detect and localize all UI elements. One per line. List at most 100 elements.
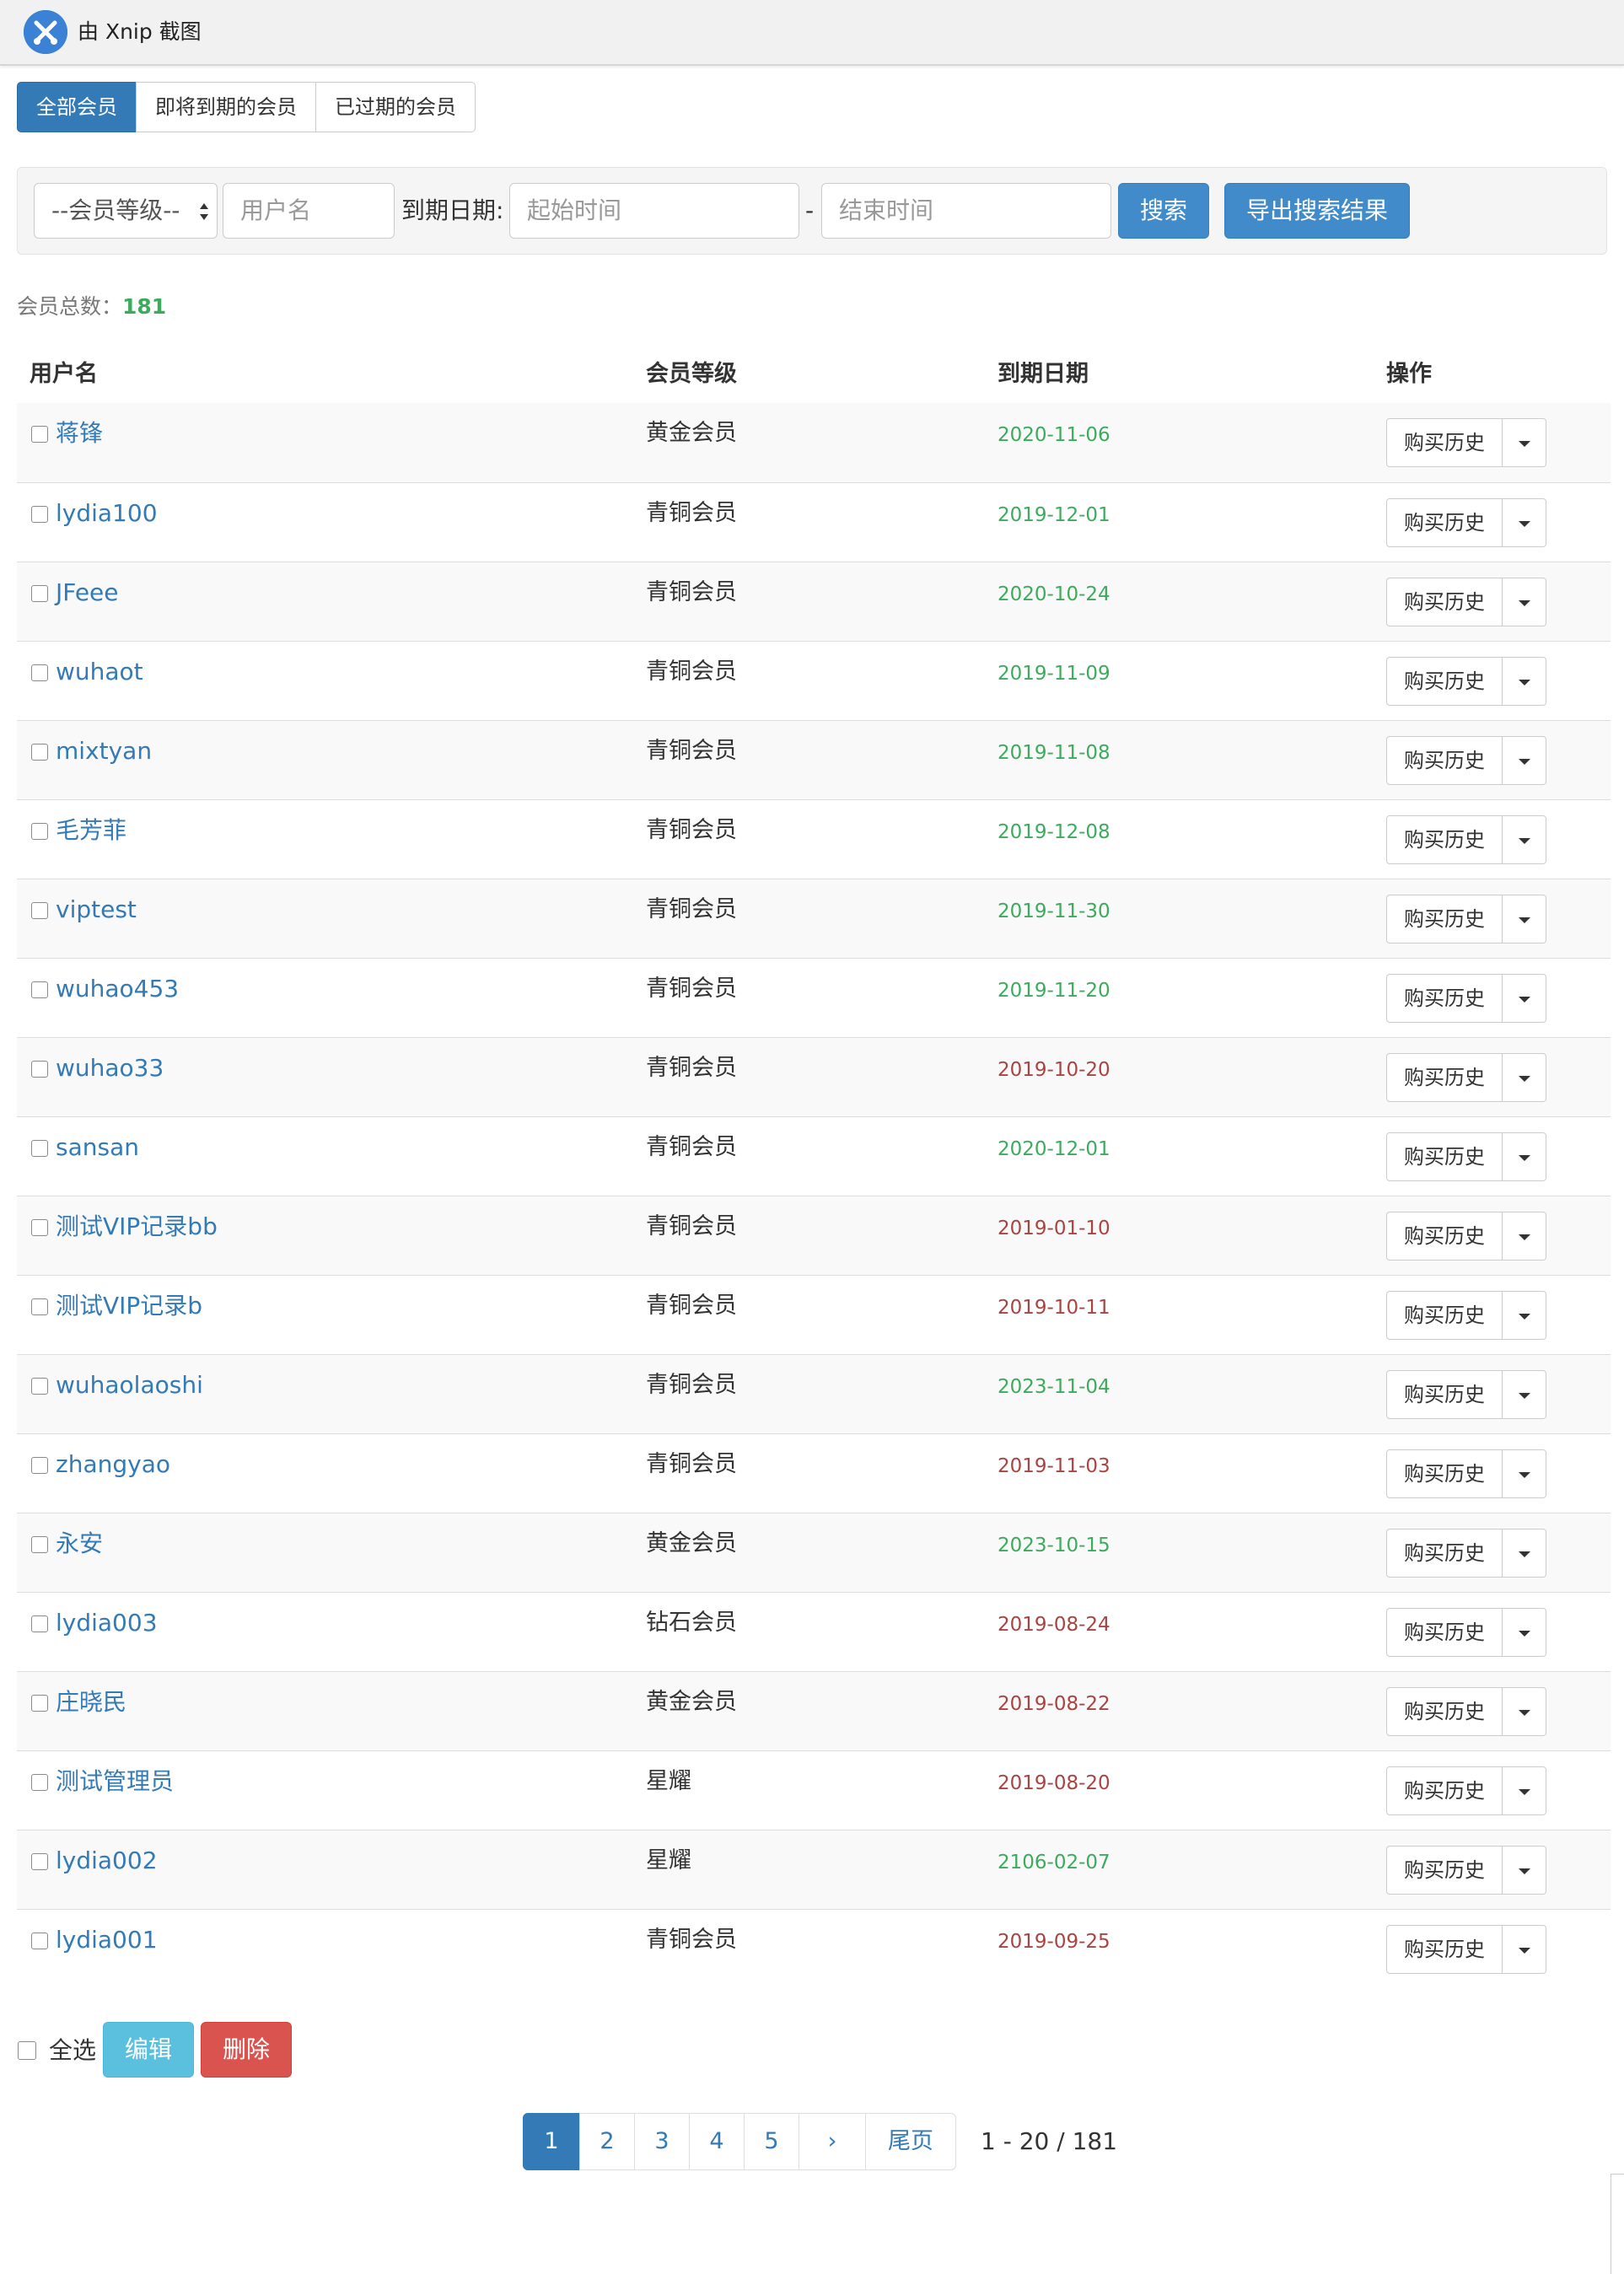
caret-down-icon[interactable]: [1503, 1608, 1546, 1657]
username-link[interactable]: wuhao33: [56, 1054, 164, 1082]
purchase-history-button[interactable]: 购买历史: [1386, 418, 1503, 467]
caret-down-icon[interactable]: [1503, 974, 1546, 1023]
username-link[interactable]: 测试VIP记录b: [56, 1292, 203, 1320]
page-5-button[interactable]: 5: [744, 2113, 799, 2170]
row-checkbox[interactable]: [31, 902, 48, 919]
purchase-history-button[interactable]: 购买历史: [1386, 1291, 1503, 1340]
caret-down-icon[interactable]: [1503, 1846, 1546, 1895]
select-all-checkbox[interactable]: [18, 2041, 36, 2060]
username-link[interactable]: lydia002: [56, 1847, 158, 1874]
caret-down-icon[interactable]: [1503, 815, 1546, 864]
caret-down-icon[interactable]: [1503, 657, 1546, 706]
caret-down-icon[interactable]: [1503, 1291, 1546, 1340]
tab-expiring-members[interactable]: 即将到期的会员: [136, 82, 316, 132]
purchase-history-button[interactable]: 购买历史: [1386, 895, 1503, 943]
purchase-history-button[interactable]: 购买历史: [1386, 1212, 1503, 1261]
purchase-history-button[interactable]: 购买历史: [1386, 1132, 1503, 1181]
end-date-input[interactable]: 结束时间: [821, 183, 1111, 239]
caret-down-icon[interactable]: [1503, 498, 1546, 547]
row-checkbox[interactable]: [31, 1298, 48, 1315]
row-checkbox[interactable]: [31, 664, 48, 681]
username-link[interactable]: sansan: [56, 1133, 139, 1161]
caret-down-icon[interactable]: [1503, 1212, 1546, 1261]
page-scrollbar[interactable]: [1611, 2174, 1624, 2274]
username-link[interactable]: wuhaolaoshi: [56, 1371, 203, 1399]
start-date-input[interactable]: 起始时间: [509, 183, 799, 239]
row-checkbox[interactable]: [31, 1536, 48, 1553]
username-link[interactable]: JFeee: [56, 578, 119, 606]
row-checkbox[interactable]: [31, 426, 48, 443]
page-3-button[interactable]: 3: [634, 2113, 690, 2170]
edit-button[interactable]: 编辑: [103, 2022, 194, 2078]
purchase-history-button[interactable]: 购买历史: [1386, 1925, 1503, 1974]
username-link[interactable]: 永安: [56, 1529, 104, 1557]
next-page-button[interactable]: ›: [799, 2113, 866, 2170]
purchase-history-button[interactable]: 购买历史: [1386, 498, 1503, 547]
row-checkbox[interactable]: [31, 506, 48, 523]
row-checkbox[interactable]: [31, 1933, 48, 1949]
purchase-history-button[interactable]: 购买历史: [1386, 736, 1503, 785]
row-checkbox[interactable]: [31, 1853, 48, 1870]
caret-down-icon[interactable]: [1503, 895, 1546, 943]
page-4-button[interactable]: 4: [689, 2113, 745, 2170]
caret-down-icon[interactable]: [1503, 1529, 1546, 1578]
member-level-select[interactable]: --会员等级--: [34, 183, 218, 239]
purchase-history-button[interactable]: 购买历史: [1386, 1370, 1503, 1419]
caret-down-icon[interactable]: [1503, 1132, 1546, 1181]
row-checkbox[interactable]: [31, 1695, 48, 1712]
row-checkbox[interactable]: [31, 585, 48, 602]
username-link[interactable]: lydia001: [56, 1926, 158, 1954]
tab-all-members[interactable]: 全部会员: [17, 82, 137, 132]
caret-down-icon[interactable]: [1503, 1687, 1546, 1736]
username-link[interactable]: 测试管理员: [56, 1767, 175, 1795]
caret-down-icon[interactable]: [1503, 1053, 1546, 1102]
purchase-history-button[interactable]: 购买历史: [1386, 1687, 1503, 1736]
purchase-history-button[interactable]: 购买历史: [1386, 578, 1503, 626]
row-checkbox[interactable]: [31, 1061, 48, 1078]
username-link[interactable]: lydia100: [56, 499, 158, 527]
caret-down-icon[interactable]: [1503, 1925, 1546, 1974]
row-checkbox[interactable]: [31, 744, 48, 761]
purchase-history-button[interactable]: 购买历史: [1386, 815, 1503, 864]
purchase-history-button[interactable]: 购买历史: [1386, 1449, 1503, 1498]
tab-expired-members[interactable]: 已过期的会员: [315, 82, 476, 132]
purchase-history-button[interactable]: 购买历史: [1386, 657, 1503, 706]
username-link[interactable]: mixtyan: [56, 737, 153, 765]
username-link[interactable]: 毛芳菲: [56, 816, 127, 844]
search-button[interactable]: 搜索: [1118, 183, 1209, 239]
delete-button[interactable]: 删除: [201, 2022, 292, 2078]
username-link[interactable]: zhangyao: [56, 1450, 170, 1478]
page-1-button[interactable]: 1: [523, 2113, 580, 2170]
row-checkbox[interactable]: [31, 1219, 48, 1236]
username-input[interactable]: 用户名: [223, 183, 395, 239]
row-checkbox[interactable]: [31, 981, 48, 998]
caret-down-icon[interactable]: [1503, 736, 1546, 785]
caret-down-icon[interactable]: [1503, 578, 1546, 626]
caret-down-icon[interactable]: [1503, 1370, 1546, 1419]
username-link[interactable]: viptest: [56, 895, 137, 923]
row-checkbox[interactable]: [31, 1378, 48, 1395]
purchase-history-button[interactable]: 购买历史: [1386, 1053, 1503, 1102]
username-link[interactable]: 测试VIP记录bb: [56, 1212, 218, 1240]
username-link[interactable]: wuhaot: [56, 658, 143, 685]
row-checkbox[interactable]: [31, 1457, 48, 1474]
caret-down-icon[interactable]: [1503, 418, 1546, 467]
purchase-history-button[interactable]: 购买历史: [1386, 1766, 1503, 1815]
username-link[interactable]: 蒋锋: [56, 419, 104, 447]
purchase-history-button[interactable]: 购买历史: [1386, 1529, 1503, 1578]
caret-down-icon[interactable]: [1503, 1766, 1546, 1815]
row-checkbox[interactable]: [31, 823, 48, 840]
username-link[interactable]: 庄晓民: [56, 1688, 127, 1716]
username-link[interactable]: lydia003: [56, 1609, 158, 1637]
row-checkbox[interactable]: [31, 1774, 48, 1791]
page-2-button[interactable]: 2: [579, 2113, 635, 2170]
purchase-history-button[interactable]: 购买历史: [1386, 974, 1503, 1023]
caret-down-icon[interactable]: [1503, 1449, 1546, 1498]
export-results-button[interactable]: 导出搜索结果: [1224, 183, 1410, 239]
username-link[interactable]: wuhao453: [56, 975, 180, 1003]
purchase-history-button[interactable]: 购买历史: [1386, 1608, 1503, 1657]
row-checkbox[interactable]: [31, 1615, 48, 1632]
row-checkbox[interactable]: [31, 1140, 48, 1157]
last-page-button[interactable]: 尾页: [865, 2113, 956, 2170]
purchase-history-button[interactable]: 购买历史: [1386, 1846, 1503, 1895]
